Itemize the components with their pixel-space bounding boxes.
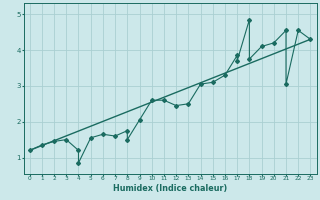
X-axis label: Humidex (Indice chaleur): Humidex (Indice chaleur) [113,184,227,193]
